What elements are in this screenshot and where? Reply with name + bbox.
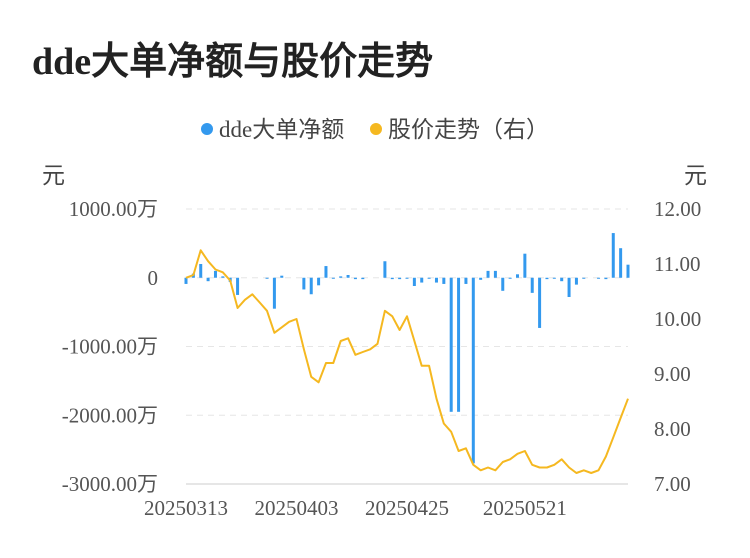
dde-bar	[508, 277, 512, 279]
dde-bar	[324, 266, 328, 278]
dde-bar	[471, 277, 475, 464]
dde-bar	[199, 264, 203, 278]
legend-dot-price	[369, 123, 382, 135]
dde-bar	[302, 277, 306, 290]
dde-bar	[309, 277, 313, 295]
dde-bar	[604, 277, 608, 280]
dde-bar	[626, 264, 630, 278]
left-axis-unit: 元	[42, 163, 65, 188]
x-tick-label: 20250313	[144, 496, 228, 520]
dde-bar	[184, 277, 188, 284]
legend-label-price: 股价走势（右）	[387, 117, 549, 142]
dde-bar	[206, 277, 210, 282]
left-tick-label: -3000.00万	[62, 472, 158, 496]
right-tick-label: 9.00	[654, 362, 691, 386]
legend-item-dde[interactable]: dde大单净额	[201, 110, 344, 144]
dde-bar	[530, 277, 534, 293]
dde-bar	[545, 277, 549, 280]
x-tick-label: 20250425	[365, 496, 449, 520]
price-line	[185, 249, 629, 474]
dde-bar	[516, 274, 519, 278]
right-tick-label: 8.00	[654, 417, 691, 441]
dde-bar	[493, 270, 497, 278]
dde-bar	[567, 277, 571, 297]
dde-bar	[523, 253, 527, 278]
dde-bar	[346, 275, 350, 278]
dde-bar	[427, 277, 431, 279]
dde-bar	[412, 277, 416, 286]
legend-label-dde: dde大单净额	[219, 117, 345, 142]
right-tick-label: 10.00	[654, 307, 701, 331]
dde-bar	[538, 277, 542, 328]
right-tick-label: 12.00	[654, 197, 701, 221]
x-tick-label: 20250521	[483, 496, 567, 520]
dde-bar	[331, 277, 335, 279]
dde-bar	[457, 277, 461, 412]
dde-bar	[434, 277, 438, 283]
dde-bar	[420, 277, 424, 283]
dde-bar	[479, 277, 483, 280]
chart-title: dde大单净额与股价走势	[32, 41, 434, 83]
dde-bar	[405, 277, 409, 279]
x-tick-label: 20250403	[255, 496, 339, 520]
dde-bar	[272, 277, 276, 309]
dde-bar	[552, 277, 556, 279]
right-axis-unit: 元	[684, 163, 707, 188]
dde-bar	[619, 248, 623, 278]
dde-bar	[221, 276, 225, 278]
left-tick-label: -2000.00万	[62, 403, 158, 427]
dde-bar	[486, 270, 490, 278]
dde-bar	[236, 277, 240, 295]
dde-bar	[280, 275, 284, 278]
dde-bar	[317, 277, 321, 286]
dde-bar	[582, 277, 586, 279]
dde-bar	[560, 277, 564, 282]
legend-item-price[interactable]: 股价走势（右）	[369, 110, 549, 144]
dde-bar	[597, 277, 601, 279]
dde-bar	[265, 277, 269, 279]
dde-bar	[501, 277, 505, 291]
right-tick-label: 7.00	[654, 472, 691, 496]
dde-bar	[383, 261, 387, 278]
dde-bar	[390, 277, 394, 280]
dde-bar	[339, 276, 343, 278]
left-tick-label: 0	[148, 266, 159, 290]
dde-bar	[574, 277, 578, 285]
dde-bar	[464, 277, 468, 284]
dde-bar	[442, 277, 446, 284]
dde-bar	[611, 233, 615, 278]
dde-bar	[398, 277, 402, 280]
legend: dde大单净额 股价走势（右）	[0, 110, 750, 144]
left-tick-label: 1000.00万	[69, 197, 158, 221]
dde-bar	[213, 270, 217, 278]
right-tick-label: 11.00	[654, 252, 700, 276]
dde-bar	[361, 277, 365, 280]
dde-bar	[449, 277, 453, 412]
dde-bar	[353, 277, 357, 280]
legend-dot-dde	[201, 123, 214, 135]
left-tick-label: -1000.00万	[62, 335, 158, 359]
